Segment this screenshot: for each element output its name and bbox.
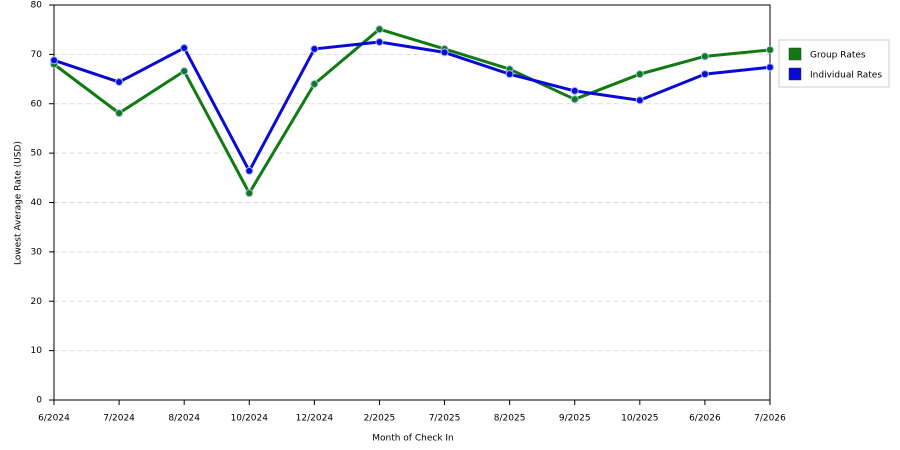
- y-tick-label: 40: [31, 198, 43, 208]
- data-point: [570, 95, 579, 104]
- y-tick-label: 30: [31, 247, 43, 257]
- data-point: [310, 44, 319, 53]
- series-line: [53, 27, 771, 195]
- x-tick-label: 9/2025: [559, 414, 591, 424]
- x-tick-label: 12/2024: [296, 414, 334, 424]
- data-point: [310, 80, 319, 88]
- data-point: [180, 43, 189, 52]
- data-point: [570, 86, 579, 95]
- x-tick-label: 8/2024: [168, 414, 200, 424]
- x-tick-label: 2/2025: [364, 414, 396, 424]
- data-point: [115, 78, 124, 87]
- legend-label: Individual Rates: [810, 71, 882, 81]
- data-point: [180, 67, 189, 76]
- legend-label: Group Rates: [810, 51, 866, 61]
- y-tick-label: 60: [31, 99, 43, 109]
- data-point: [766, 63, 774, 72]
- legend-swatch: [788, 67, 802, 81]
- y-tick-label: 70: [31, 50, 43, 60]
- x-tick-label: 7/2025: [429, 414, 461, 424]
- data-point: [375, 25, 384, 34]
- y-tick-label: 20: [31, 297, 43, 307]
- legend-swatch: [788, 47, 802, 61]
- data-point: [635, 70, 644, 79]
- series-line: [53, 40, 771, 173]
- y-tick-label: 10: [31, 346, 43, 356]
- y-tick-label: 80: [31, 1, 43, 11]
- x-axis-label: Month of Check In: [372, 434, 454, 444]
- y-tick-label: 50: [31, 149, 43, 159]
- plot-frame: [53, 4, 771, 401]
- x-tick-label: 6/2026: [689, 414, 721, 424]
- data-point: [50, 56, 58, 65]
- y-axis-label: Lowest Average Rate (USD): [14, 141, 24, 265]
- data-point: [635, 96, 644, 105]
- data-point: [505, 70, 514, 79]
- x-tick-label: 10/2025: [621, 414, 658, 424]
- data-point: [440, 48, 449, 57]
- x-tick-label: 7/2026: [754, 414, 786, 424]
- data-point: [700, 70, 709, 79]
- x-tick-label: 7/2024: [103, 414, 135, 424]
- data-point: [115, 109, 124, 118]
- data-point: [375, 38, 384, 47]
- data-point: [766, 45, 774, 54]
- y-tick-label: 0: [36, 396, 42, 406]
- x-tick-label: 10/2024: [231, 414, 269, 424]
- data-point: [245, 166, 254, 175]
- x-tick-label: 6/2024: [38, 414, 70, 424]
- data-point: [700, 52, 709, 61]
- x-tick-label: 8/2025: [494, 414, 526, 424]
- data-point: [245, 189, 254, 198]
